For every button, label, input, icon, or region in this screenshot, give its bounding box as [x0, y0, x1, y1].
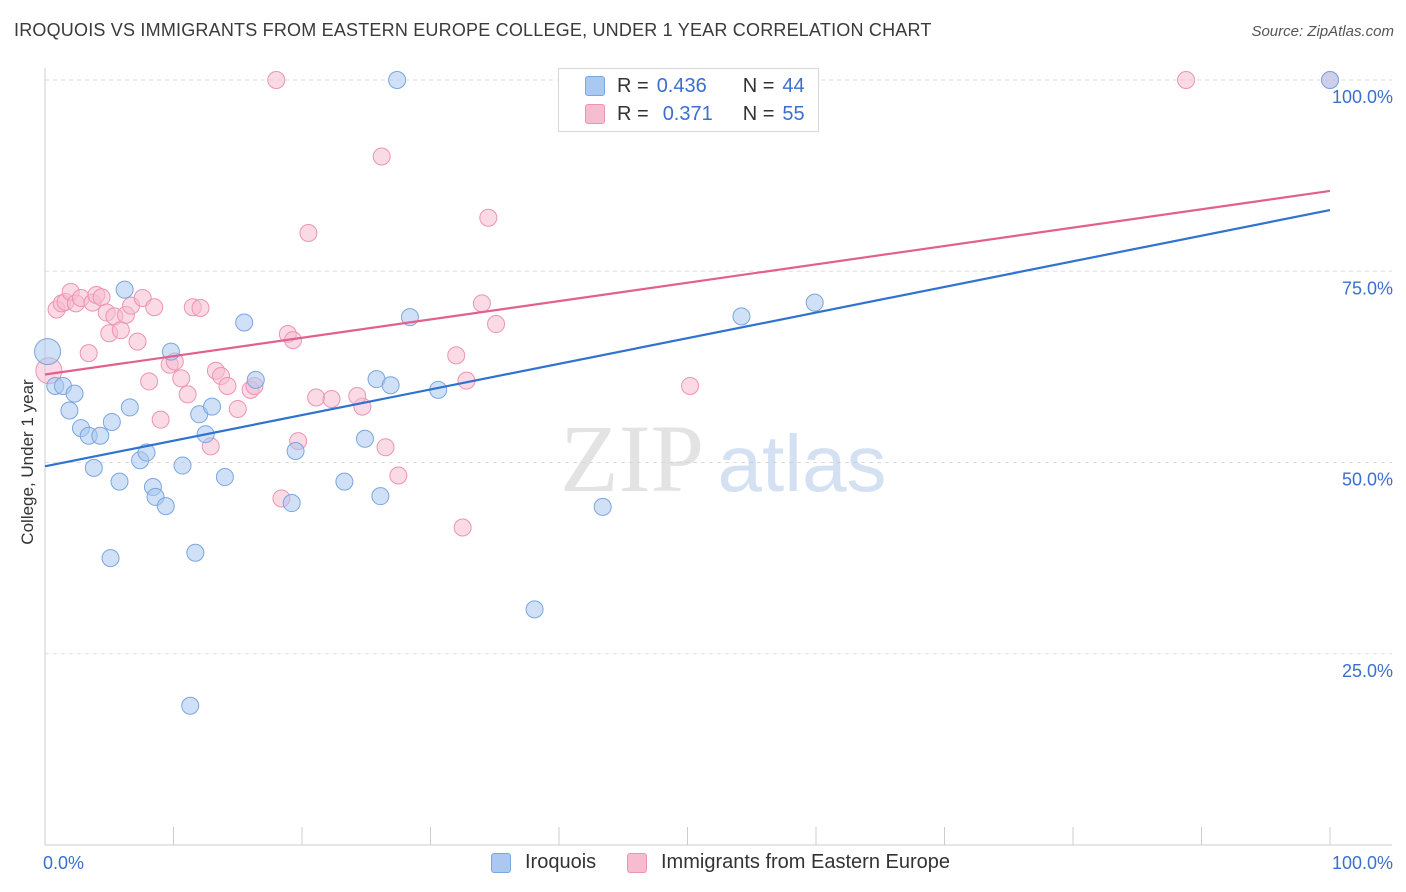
immigrants-point [447, 346, 466, 365]
legend-n-value: 44 [782, 74, 805, 97]
iroquois-point [215, 468, 234, 487]
immigrants-point [191, 298, 210, 317]
iroquois-point [732, 307, 751, 326]
iroquois-point [805, 293, 824, 312]
iroquois-point [34, 338, 62, 366]
iroquois-point [1321, 71, 1339, 89]
immigrants-point [299, 224, 318, 242]
iroquois-point [181, 696, 200, 715]
iroquois-point [286, 442, 305, 461]
x-tick-label: 100.0% [1332, 853, 1393, 873]
y-tick-label: 50.0% [1342, 470, 1393, 490]
iroquois-point [246, 370, 265, 389]
legend-r-label: R = [617, 74, 649, 97]
iroquois-point [235, 313, 254, 332]
source-label: Source: ZipAtlas.com [1251, 23, 1394, 40]
iroquois-point [525, 600, 544, 619]
legend-swatch-iroquois [491, 852, 511, 873]
iroquois-point [60, 401, 79, 420]
watermark-zip: ZIP [560, 405, 704, 512]
legend-swatch-immigrants [627, 852, 647, 873]
immigrants-point [389, 466, 408, 485]
watermark-atlas: atlas [718, 419, 887, 508]
tick-labels: 25.0% 50.0% 75.0% 100.0% 0.0% 100.0% [43, 87, 1393, 873]
legend-item-iroquois[interactable]: Iroquois [491, 851, 596, 874]
watermark: ZIP atlas [560, 405, 886, 512]
iroquois-point [173, 456, 192, 475]
immigrants-point [376, 438, 395, 457]
immigrants-point [145, 298, 164, 317]
immigrants-point [681, 377, 700, 395]
trend-lines [44, 189, 1331, 468]
immigrants-point [111, 321, 130, 340]
iroquois-point [186, 543, 205, 562]
iroquois-point [355, 429, 374, 448]
iroquois-point [335, 472, 354, 491]
legend-label-immigrants: Immigrants from Eastern Europe [661, 851, 950, 873]
series-legend: Iroquois Immigrants from Eastern Europe [0, 851, 1406, 877]
y-tick-label: 75.0% [1342, 278, 1393, 298]
immigrants-point [172, 369, 191, 388]
gridlines [45, 79, 1392, 655]
legend-swatch-iroquois [585, 76, 605, 96]
immigrants-point [79, 344, 98, 363]
immigrants-point [487, 315, 506, 334]
immigrants-trend-line [44, 189, 1331, 376]
iroquois-trend-line [44, 208, 1331, 468]
y-tick-label: 25.0% [1342, 661, 1393, 681]
y-axis-label: College, Under 1 year [18, 379, 37, 545]
iroquois-point [115, 280, 134, 299]
axes [44, 68, 1392, 846]
legend-swatch-immigrants [585, 104, 605, 124]
iroquois-point [371, 487, 390, 506]
iroquois-point [381, 376, 400, 395]
immigrants-point [479, 208, 498, 227]
chart-title: IROQUOIS VS IMMIGRANTS FROM EASTERN EURO… [14, 20, 932, 40]
legend-label-iroquois: Iroquois [525, 851, 597, 873]
legend-n-label: N = [742, 74, 775, 97]
y-tick-label: 100.0% [1332, 87, 1393, 107]
iroquois-point [120, 398, 139, 417]
immigrants-point [218, 377, 237, 395]
immigrants-point [322, 390, 341, 409]
legend-n-value: 55 [782, 102, 805, 125]
legend-row-iroquois: R = 0.436 N = 44 [585, 73, 805, 99]
immigrants-point [267, 71, 286, 89]
iroquois-point [91, 426, 110, 445]
iroquois-point [110, 472, 129, 491]
immigrants-point [372, 147, 391, 166]
data-points [34, 71, 1339, 715]
immigrants-point [307, 388, 326, 407]
iroquois-point [388, 71, 407, 89]
immigrants-point [151, 410, 170, 429]
iroquois-point [137, 443, 156, 462]
legend-n-label: N = [742, 102, 775, 125]
iroquois-point [101, 549, 120, 568]
iroquois-point [593, 497, 612, 516]
immigrants-point [178, 385, 197, 404]
iroquois-point [65, 384, 84, 403]
iroquois-point [102, 412, 121, 431]
iroquois-point [203, 397, 222, 416]
iroquois-point [84, 458, 103, 477]
legend-r-label: R = [617, 102, 649, 125]
legend-row-immigrants: R = 0.371 N = 55 [585, 101, 805, 127]
x-tick-label: 0.0% [43, 853, 84, 873]
legend-r-value: 0.436 [656, 74, 707, 97]
immigrants-point [228, 399, 247, 418]
immigrants-point [128, 332, 147, 351]
immigrants-point [1177, 71, 1196, 89]
iroquois-point [282, 494, 301, 513]
immigrants-point [472, 294, 491, 313]
immigrants-point [140, 372, 159, 391]
legend-r-value: 0.371 [662, 102, 713, 125]
immigrants-point [453, 518, 472, 537]
legend-item-immigrants[interactable]: Immigrants from Eastern Europe [627, 851, 950, 874]
stats-legend: R = 0.436 N = 44 R = 0.371 N = 55 [558, 68, 819, 132]
iroquois-point [156, 497, 175, 516]
immigrants-point [92, 288, 111, 307]
